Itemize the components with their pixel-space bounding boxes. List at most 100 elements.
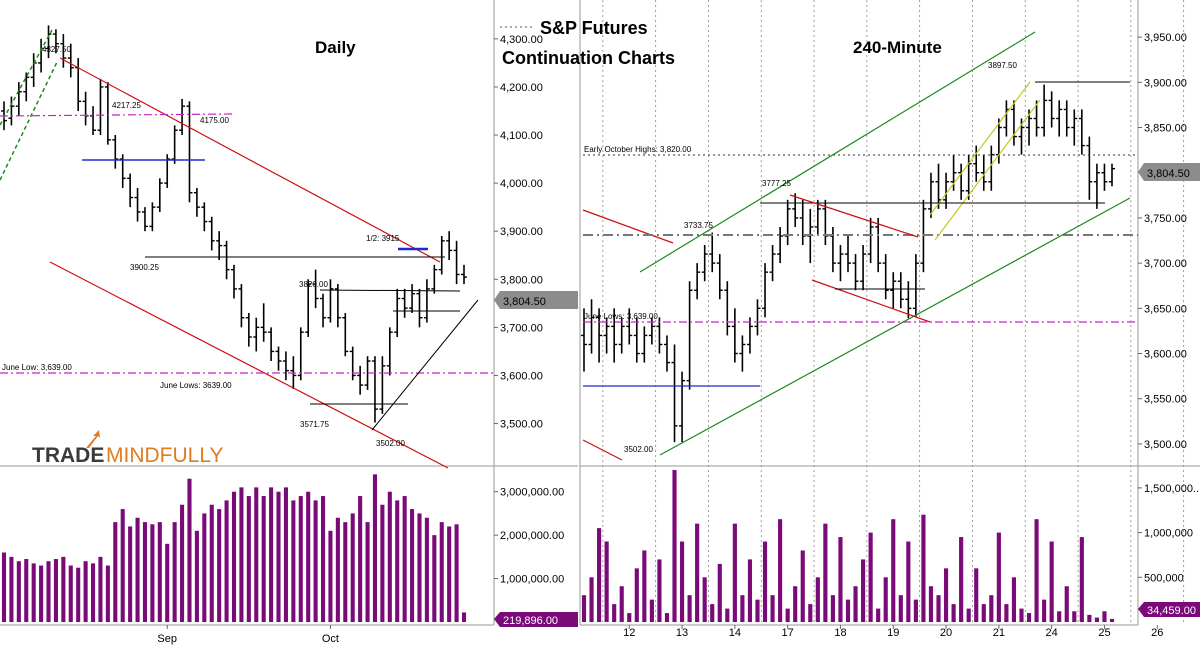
intraday-volume-bar (800, 550, 805, 622)
intraday-ohlc-bar (762, 263, 769, 318)
intraday-ohlc-bar (958, 163, 965, 200)
daily-volume-bar (224, 500, 229, 622)
daily-volume-bar (276, 491, 281, 622)
intraday-x-tick-label: 19 (887, 627, 899, 639)
daily-ohlc-bar (461, 264, 467, 285)
intraday-volume-bar (876, 608, 881, 622)
intraday-ohlc-bar (845, 236, 851, 273)
daily-volume-bar (246, 496, 251, 622)
intraday-ohlc-bar (973, 145, 980, 182)
intraday-volume-bar (740, 595, 745, 622)
daily-ohlc-bar (446, 231, 453, 261)
daily-ohlc-bar (423, 279, 430, 323)
header-title-line2: Continuation Charts (502, 48, 675, 68)
annot-3820: 3820.00 (299, 280, 328, 289)
intraday-volume-bar (898, 595, 903, 622)
daily-ohlc-bar (394, 288, 401, 337)
annot-3777: 3777.25 (762, 179, 791, 188)
daily-volume-bar (306, 491, 311, 622)
daily-volume-bar (135, 517, 140, 622)
intraday-ohlc-bar (927, 172, 934, 218)
daily-volume-bar (269, 487, 274, 622)
intraday-ohlc-bar (912, 254, 919, 318)
daily-ohlc-bar (431, 264, 438, 294)
intraday-price-badge-shape (1138, 163, 1200, 181)
intraday-volume-bar (604, 541, 609, 622)
intraday-volume-bar (966, 608, 971, 622)
intraday-yellow-channel-upper (929, 81, 1031, 216)
daily-ohlc-bar (297, 327, 304, 381)
daily-panel: 4,300.00 4,200.00 4,100.00 4,000.00 3,900.00… (0, 0, 578, 645)
intraday-volume-bar (838, 537, 843, 622)
intraday-volume-bar (1004, 604, 1009, 622)
intraday-volume-bar (951, 604, 956, 622)
intraday-ohlc-bar (1071, 109, 1078, 146)
daily-volume-bar (461, 612, 467, 622)
daily-volume-bar (313, 500, 318, 622)
intraday-ohlc-bar (626, 308, 633, 345)
intraday-ohlc-bar (950, 154, 957, 191)
daily-volume-tick-label: 2,000,000.00 (500, 530, 564, 542)
daily-overlays (0, 29, 494, 469)
daily-ohlc-bar (97, 78, 104, 136)
intraday-ohlc-bar (754, 299, 761, 336)
daily-ohlc-bar (67, 43, 74, 78)
daily-volume-bar (395, 500, 400, 622)
annot-4327: 4327.50 (42, 45, 71, 54)
daily-volume-bar (46, 561, 51, 622)
logo-part2: MINDFULLY (106, 444, 223, 467)
intraday-volume-bar (1102, 611, 1107, 622)
intraday-volume-badge-shape (1138, 602, 1200, 617)
intraday-volume-bar (996, 532, 1001, 622)
intraday-volume-bar (959, 537, 964, 622)
daily-ohlc-bar (364, 356, 371, 390)
daily-ohlc-bar (15, 82, 22, 116)
intraday-ohlc-bar (867, 217, 874, 264)
daily-uptrend-line (371, 299, 479, 431)
intraday-volume-bar (853, 586, 858, 622)
daily-volume-bar (53, 559, 58, 622)
intraday-volume-bar (581, 595, 587, 622)
intraday-ohlc-bar (1048, 91, 1055, 128)
daily-ohlc-bar (386, 327, 393, 376)
daily-volume-bar (291, 500, 296, 622)
intraday-price-tick-label: 3,700.00 (1144, 258, 1187, 270)
intraday-volume-axis: 1,500,000... 1,000,000 500,000 (1138, 483, 1200, 584)
daily-ohlc-bar (275, 346, 282, 371)
intraday-ohlc-bar (1101, 163, 1108, 191)
intraday-ohlc-bar (731, 308, 738, 363)
daily-volume-tick-label: 3,000,000.00 (500, 487, 564, 499)
daily-ohlc-bar (453, 240, 460, 285)
daily-volume-bar (39, 565, 44, 622)
intraday-ohlc-bar (663, 335, 670, 372)
daily-bars-group (1, 25, 467, 423)
intraday-volume-bar (868, 532, 873, 622)
intraday-last-price-badge: 3,804.50 (1138, 163, 1200, 181)
intraday-red-down-upper (789, 194, 919, 238)
intraday-volume-bar (1109, 618, 1115, 622)
daily-price-tick-label: 4,100.00 (500, 130, 543, 142)
daily-ohlc-bar (127, 173, 134, 208)
daily-volume-bar (194, 530, 199, 622)
intraday-volume-bar (883, 577, 888, 622)
intraday-ohlc-bar (890, 272, 897, 309)
intraday-volume-bar (891, 519, 896, 622)
intraday-volume-bar (1034, 519, 1039, 622)
intraday-volume-bar (695, 523, 700, 622)
intraday-volume-bar (1094, 617, 1099, 622)
intraday-ohlc-bar (1041, 84, 1048, 137)
intraday-ohlc-bar (656, 317, 663, 354)
daily-ohlc-bar (141, 207, 148, 232)
intraday-red-line-lower (582, 439, 623, 461)
chart-annotations: 4327.50 4217.25 4175.00 3900.25 1/2: 391… (2, 45, 1017, 454)
intraday-volume-bar (649, 599, 654, 622)
intraday-ohlc-bar (746, 317, 753, 354)
daily-volume-bar (254, 487, 259, 622)
daily-volume-bar (454, 524, 459, 622)
intraday-ohlc-bar (581, 308, 587, 372)
daily-ohlc-bar (171, 125, 178, 164)
intraday-ohlc-bar (875, 217, 882, 273)
logo: TRADE MINDFULLY (32, 430, 223, 467)
daily-volume-bar (447, 526, 452, 622)
